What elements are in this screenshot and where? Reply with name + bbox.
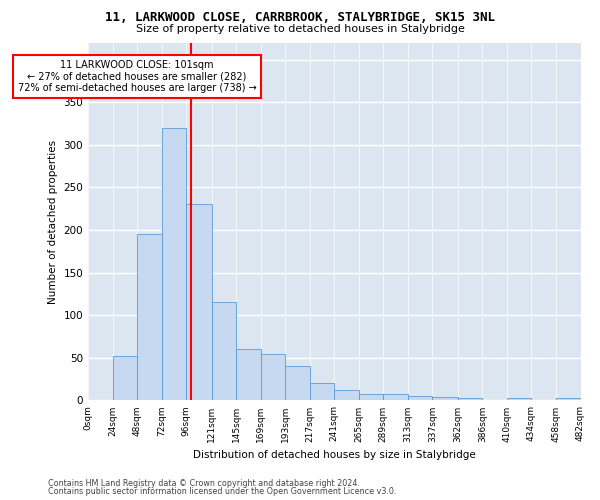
X-axis label: Distribution of detached houses by size in Stalybridge: Distribution of detached houses by size … <box>193 450 476 460</box>
Bar <box>334 390 359 400</box>
Bar <box>359 394 383 400</box>
Bar <box>186 204 212 400</box>
Bar <box>383 394 408 400</box>
Bar <box>458 398 482 400</box>
Text: Contains HM Land Registry data © Crown copyright and database right 2024.: Contains HM Land Registry data © Crown c… <box>48 478 360 488</box>
Bar <box>408 396 433 400</box>
Bar <box>137 234 161 400</box>
Text: Size of property relative to detached houses in Stalybridge: Size of property relative to detached ho… <box>136 24 464 34</box>
Bar <box>161 128 186 400</box>
Bar <box>212 302 236 400</box>
Bar <box>285 366 310 400</box>
Bar <box>236 350 261 401</box>
Text: 11, LARKWOOD CLOSE, CARRBROOK, STALYBRIDGE, SK15 3NL: 11, LARKWOOD CLOSE, CARRBROOK, STALYBRID… <box>105 11 495 24</box>
Bar <box>261 354 285 401</box>
Y-axis label: Number of detached properties: Number of detached properties <box>48 140 58 304</box>
Text: Contains public sector information licensed under the Open Government Licence v3: Contains public sector information licen… <box>48 487 397 496</box>
Bar <box>310 384 334 400</box>
Bar <box>433 397 458 400</box>
Bar <box>113 356 137 401</box>
Text: 11 LARKWOOD CLOSE: 101sqm
← 27% of detached houses are smaller (282)
72% of semi: 11 LARKWOOD CLOSE: 101sqm ← 27% of detac… <box>18 60 256 92</box>
Bar <box>507 398 532 400</box>
Bar <box>556 398 581 400</box>
